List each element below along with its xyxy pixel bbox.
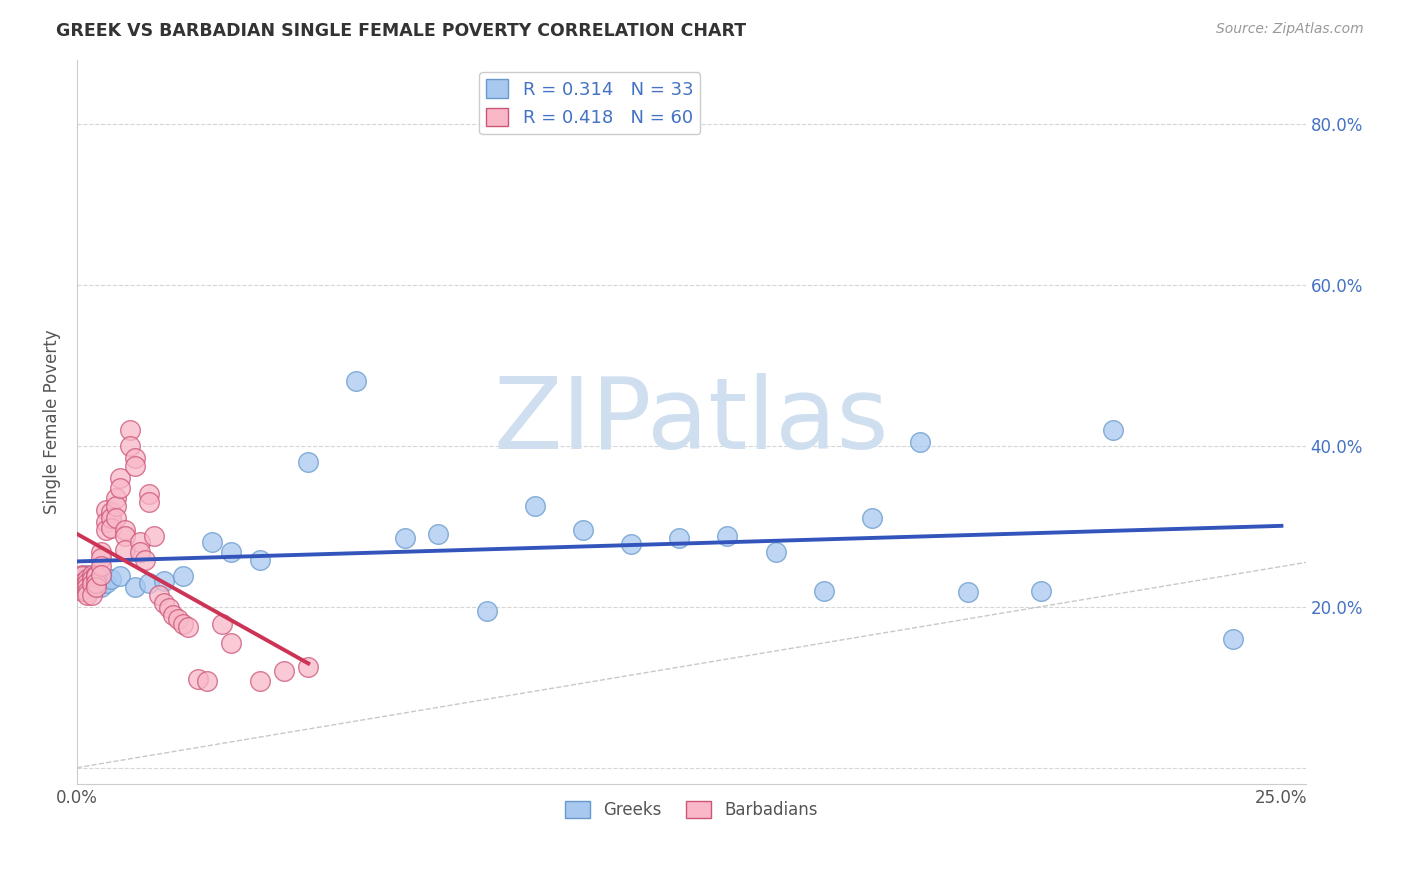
Point	[114, 529, 136, 543]
Point	[90, 567, 112, 582]
Point	[90, 559, 112, 574]
Point	[114, 523, 136, 537]
Point	[70, 580, 93, 594]
Point	[94, 575, 117, 590]
Point	[172, 617, 194, 632]
Point	[80, 574, 103, 588]
Point	[70, 572, 93, 586]
Point	[249, 553, 271, 567]
Point	[297, 455, 319, 469]
Point	[427, 527, 450, 541]
Point	[1222, 632, 1244, 646]
Point	[1029, 583, 1052, 598]
Point	[908, 434, 931, 449]
Point	[114, 543, 136, 558]
Point	[76, 572, 98, 586]
Point	[172, 569, 194, 583]
Point	[70, 569, 93, 583]
Point	[124, 450, 146, 465]
Point	[120, 439, 142, 453]
Point	[76, 567, 98, 582]
Point	[110, 471, 132, 485]
Point	[94, 523, 117, 537]
Point	[138, 495, 160, 509]
Point	[90, 551, 112, 566]
Point	[297, 660, 319, 674]
Point	[86, 567, 108, 582]
Point	[86, 580, 108, 594]
Point	[346, 375, 368, 389]
Text: Source: ZipAtlas.com: Source: ZipAtlas.com	[1216, 22, 1364, 37]
Point	[80, 572, 103, 586]
Point	[167, 612, 190, 626]
Point	[80, 577, 103, 591]
Point	[80, 577, 103, 591]
Point	[716, 529, 738, 543]
Point	[100, 572, 122, 586]
Point	[100, 511, 122, 525]
Point	[162, 607, 184, 622]
Point	[219, 636, 242, 650]
Point	[177, 620, 200, 634]
Point	[104, 499, 127, 513]
Point	[90, 545, 112, 559]
Legend: Greeks, Barbadians: Greeks, Barbadians	[558, 795, 825, 826]
Point	[94, 515, 117, 529]
Point	[813, 583, 835, 598]
Point	[76, 575, 98, 590]
Point	[201, 535, 224, 549]
Point	[148, 588, 170, 602]
Point	[80, 567, 103, 582]
Point	[100, 505, 122, 519]
Point	[765, 545, 787, 559]
Text: ZIPatlas: ZIPatlas	[494, 373, 889, 470]
Point	[138, 575, 160, 590]
Point	[134, 553, 156, 567]
Point	[128, 545, 150, 559]
Point	[957, 585, 980, 599]
Point	[90, 580, 112, 594]
Point	[394, 532, 416, 546]
Point	[572, 523, 595, 537]
Point	[76, 588, 98, 602]
Point	[860, 511, 883, 525]
Point	[86, 569, 108, 583]
Y-axis label: Single Female Poverty: Single Female Poverty	[44, 329, 60, 514]
Point	[76, 580, 98, 594]
Point	[124, 458, 146, 473]
Point	[86, 575, 108, 590]
Point	[124, 580, 146, 594]
Point	[70, 567, 93, 582]
Point	[110, 569, 132, 583]
Point	[273, 664, 295, 678]
Point	[94, 503, 117, 517]
Point	[620, 537, 643, 551]
Point	[110, 481, 132, 495]
Point	[80, 588, 103, 602]
Point	[100, 521, 122, 535]
Point	[138, 487, 160, 501]
Point	[70, 575, 93, 590]
Point	[211, 617, 233, 632]
Text: GREEK VS BARBADIAN SINGLE FEMALE POVERTY CORRELATION CHART: GREEK VS BARBADIAN SINGLE FEMALE POVERTY…	[56, 22, 747, 40]
Point	[1101, 423, 1123, 437]
Point	[186, 672, 208, 686]
Point	[70, 583, 93, 598]
Point	[104, 491, 127, 505]
Point	[76, 585, 98, 599]
Point	[523, 499, 546, 513]
Point	[219, 545, 242, 559]
Point	[143, 529, 166, 543]
Point	[195, 673, 218, 688]
Point	[120, 423, 142, 437]
Point	[153, 596, 176, 610]
Point	[104, 511, 127, 525]
Point	[153, 574, 176, 588]
Point	[157, 601, 180, 615]
Point	[668, 532, 690, 546]
Point	[249, 673, 271, 688]
Point	[475, 604, 498, 618]
Point	[128, 535, 150, 549]
